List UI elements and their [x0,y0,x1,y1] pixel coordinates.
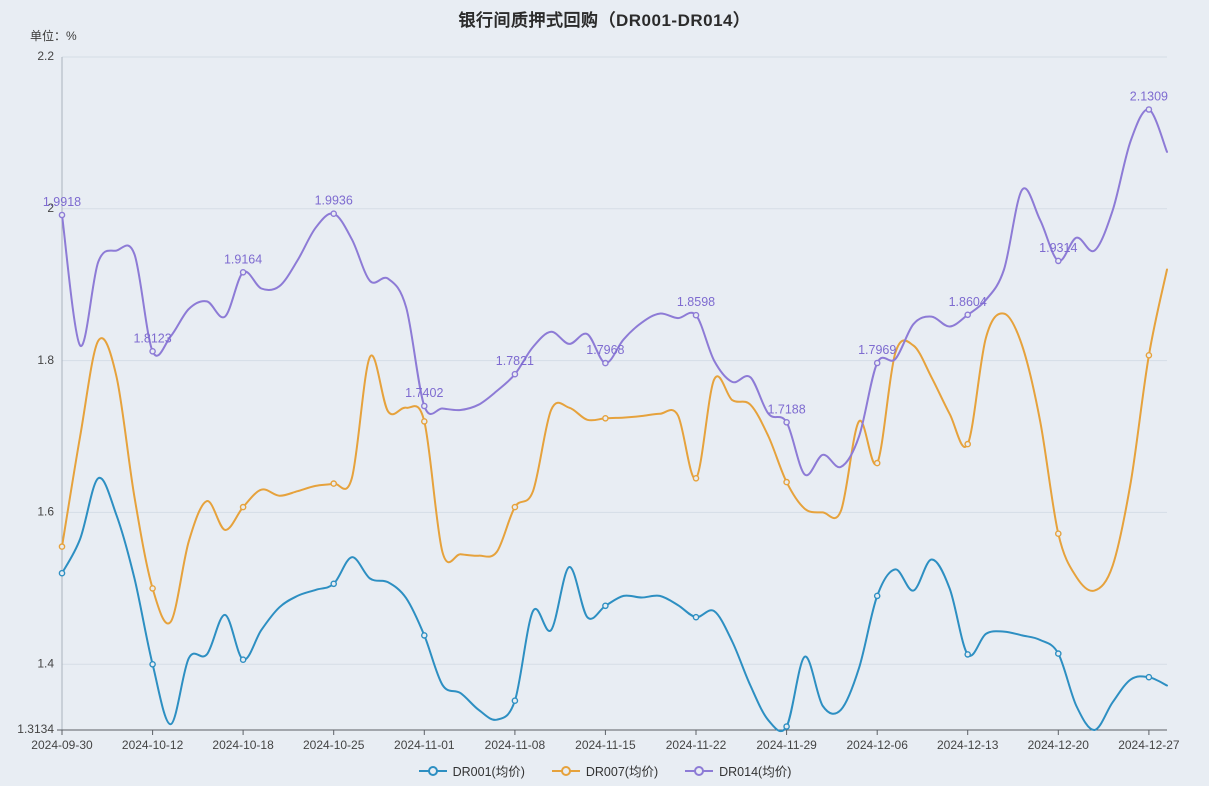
x-axis-label: 2024-12-20 [1028,738,1090,752]
x-axis-label: 2024-11-22 [666,738,727,752]
dr014-point-label: 1.8123 [133,331,171,345]
x-axis-label: 2024-10-12 [122,738,184,752]
data-point-marker [58,543,66,550]
data-point-marker [964,651,972,658]
data-point-marker [420,402,428,410]
legend-label-dr014: DR014(均价) [719,765,792,779]
series-line-dr014 [61,108,1168,477]
dr014-point-label: 1.8604 [949,295,987,309]
data-point-marker [783,478,790,486]
x-axis-label: 2024-11-08 [485,738,546,752]
data-point-marker [602,414,609,422]
data-point-marker [239,268,247,276]
data-point-marker [783,723,790,730]
dr014-point-label: 1.7821 [496,354,534,368]
legend-label-dr007: DR007(均价) [585,765,659,779]
data-point-marker [330,580,338,588]
data-point-marker [58,211,66,219]
data-point-marker [873,359,881,367]
dr014-point-label: 1.7969 [858,343,896,357]
data-point-marker [420,632,428,639]
y-axis-label: 1.4 [37,656,54,670]
data-point-marker [964,440,972,448]
data-point-marker [1055,530,1062,538]
data-point-marker [1055,650,1062,657]
dr014-point-label: 2.1309 [1130,90,1168,104]
data-point-marker [602,602,609,610]
x-axis-label: 2024-11-15 [575,738,636,752]
data-point-marker [783,418,790,426]
y-axis-label: 1.8 [37,353,54,367]
dr014-point-label: 1.9314 [1039,241,1077,255]
legend-item-dr014[interactable]: DR014(均价) [684,761,791,780]
series-line-dr001 [61,477,1168,733]
legend-item-dr001[interactable]: DR001(均价) [418,761,525,780]
dr014-line-symbol-icon [685,765,714,776]
dr001-line-symbol-icon [418,765,447,776]
dr014-point-label: 1.7402 [405,386,443,400]
y-axis-label: 1.6 [37,505,54,519]
data-point-marker [873,459,881,467]
x-axis-label: 2024-11-01 [394,738,455,752]
dr014-point-label: 1.7968 [586,343,624,357]
data-point-marker [692,311,700,319]
legend-item-dr007[interactable]: DR007(均价) [551,761,658,780]
data-point-marker [692,613,700,621]
data-point-marker [420,418,428,425]
data-point-marker [149,661,156,668]
data-point-marker [511,503,519,511]
x-axis-label: 2024-10-25 [303,738,365,752]
data-point-marker [1145,673,1153,681]
x-axis-label: 2024-11-29 [756,738,817,752]
data-point-marker [330,480,338,487]
data-point-marker [239,656,247,664]
x-axis-label: 2024-12-13 [937,738,999,752]
x-axis-label: 2024-12-06 [847,738,909,752]
data-point-marker [964,311,972,319]
dr014-point-label: 1.8598 [677,295,715,309]
x-axis-label: 2024-10-18 [212,738,274,752]
data-point-marker [58,569,66,577]
x-axis-label: 2024-09-30 [31,738,93,752]
data-point-marker [873,592,881,600]
data-point-marker [1145,106,1153,113]
legend-label-dr001: DR001(均价) [452,765,525,779]
data-point-marker [511,370,519,378]
data-point-marker [330,210,338,217]
x-axis-label: 2024-12-27 [1118,738,1180,752]
legend: DR001(均价) DR007(均价) DR014(均价) [0,761,1209,780]
y-axis-label: 2 [47,201,54,215]
dr007-line-symbol-icon [551,765,580,776]
dr014-point-label: 1.7188 [767,402,805,416]
data-point-marker [239,503,247,511]
unit-label: 单位：% [30,29,77,43]
dr014-point-label: 1.9164 [224,252,262,266]
data-point-marker [1055,257,1062,265]
data-point-marker [1145,351,1153,359]
chart-title: 银行间质押式回购（DR001-DR014） [458,11,751,30]
data-point-marker [511,697,519,705]
data-point-marker [602,359,609,367]
dr014-point-label: 1.9936 [315,194,353,208]
dr014-point-label: 1.9918 [43,195,81,209]
series-line-dr007 [61,268,1168,625]
data-point-marker [149,585,156,592]
y-axis-label: 2.2 [37,49,54,63]
data-point-marker [149,347,156,355]
data-point-marker [692,474,700,482]
y-axis-label: 1.3134 [17,722,54,736]
